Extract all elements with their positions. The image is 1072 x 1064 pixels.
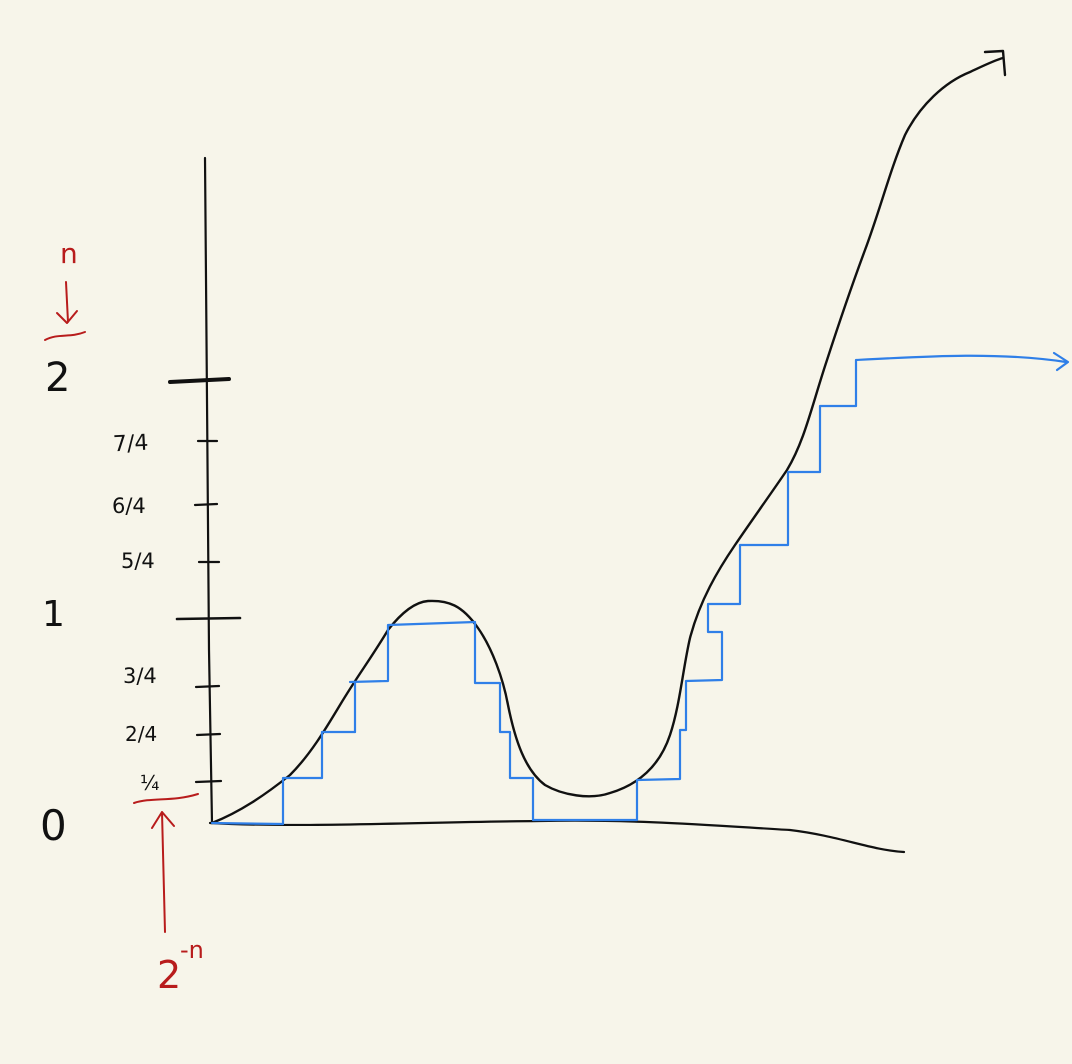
x-axis bbox=[208, 819, 906, 854]
tick-mark-two bbox=[168, 377, 231, 384]
down-arrow-icon bbox=[56, 281, 78, 324]
tick-label-five-quarters: 5/4 bbox=[121, 549, 155, 573]
tick-label-one: 1 bbox=[42, 594, 65, 635]
tick-mark-two-quarters bbox=[195, 732, 222, 737]
curve-end-hook bbox=[983, 49, 1007, 77]
tick-label-two: 2 bbox=[45, 355, 70, 401]
up-arrow-icon bbox=[151, 811, 175, 933]
tick-label-seven-quarters: 7/4 bbox=[112, 431, 149, 458]
annotation-n: n bbox=[60, 237, 78, 270]
annotation-underline-bottom bbox=[133, 793, 199, 804]
tick-mark-three-quarters bbox=[194, 684, 221, 689]
tick-label-six-quarters: 6/4 bbox=[112, 494, 146, 518]
staircase-approximation bbox=[210, 354, 1068, 826]
y-axis bbox=[203, 156, 214, 825]
annotation-underline-top bbox=[44, 331, 86, 341]
annotation-step-exponent: -n bbox=[180, 936, 204, 964]
tick-label-three-quarters: 3/4 bbox=[123, 664, 157, 688]
annotation-step-base: 2 bbox=[157, 953, 181, 997]
tick-mark-one-quarter bbox=[194, 779, 223, 784]
tick-label-zero: 0 bbox=[40, 801, 67, 850]
tick-label-one-quarter: ¼ bbox=[140, 771, 159, 795]
function-curve bbox=[210, 56, 1005, 825]
tick-mark-one bbox=[175, 616, 242, 621]
staircase-arrowhead bbox=[1052, 351, 1070, 372]
tick-mark-six-quarters bbox=[193, 502, 219, 507]
tick-label-two-quarters: 2/4 bbox=[125, 722, 157, 746]
